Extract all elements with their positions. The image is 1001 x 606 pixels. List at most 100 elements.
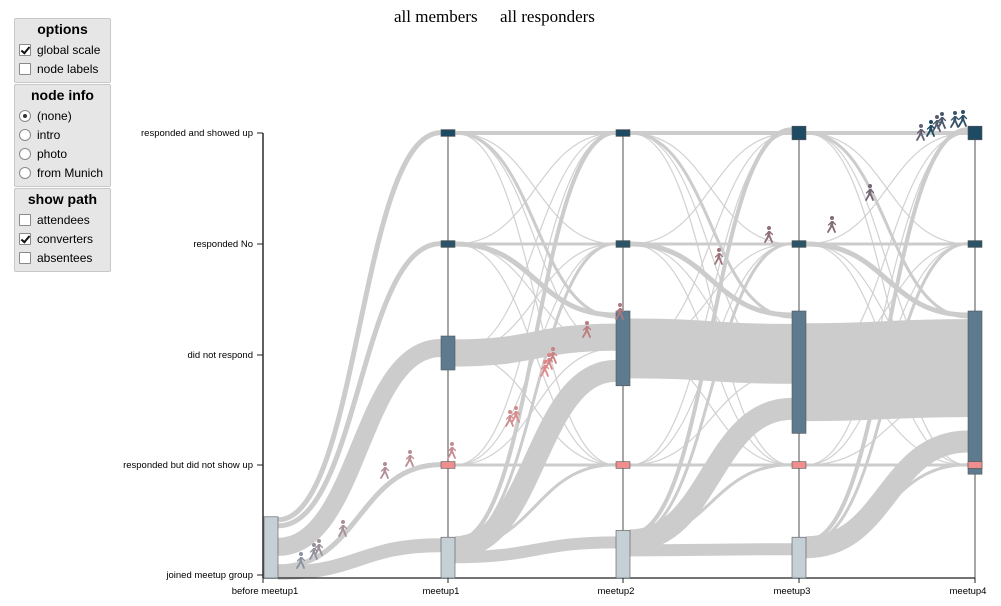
node-3-responded-but-did-not-show-up[interactable]	[791, 461, 807, 469]
options-panel: options global scale node labels	[14, 18, 111, 83]
walker-figure	[582, 321, 592, 338]
node-4-responded-and-showed-up[interactable]	[967, 125, 983, 141]
node-1-did-not-respond[interactable]	[440, 335, 456, 371]
stage-label-meetup4: meetup4	[950, 586, 987, 597]
stage-label-meetup3: meetup3	[774, 586, 811, 597]
walker-figure	[380, 462, 390, 479]
node-1-joined-meetup-group[interactable]	[440, 536, 456, 579]
state-label-joined-meetup-group: joined meetup group	[165, 570, 253, 581]
link-2-joined-meetup-group-to-3-joined-meetup-group	[629, 543, 793, 557]
nodes-layer	[263, 125, 983, 579]
link-1-responded-but-did-not-show-up-to-2-responded-and-showed-up	[454, 132, 617, 466]
all-responders-link[interactable]: all responders	[500, 7, 595, 26]
node-2-responded-no[interactable]	[615, 240, 631, 248]
node-info-munich-radio[interactable]	[19, 166, 31, 179]
node-4-responded-but-did-not-show-up[interactable]	[967, 461, 983, 469]
node-2-did-not-respond[interactable]	[615, 310, 631, 387]
walker-figure	[338, 520, 348, 537]
node-3-did-not-respond[interactable]	[791, 310, 807, 434]
node-0-joined-meetup-group[interactable]	[263, 516, 279, 579]
attendees-option[interactable]: attendees	[19, 210, 106, 229]
node-info-none-option[interactable]: (none)	[19, 106, 106, 125]
state-label-responded-no: responded No	[193, 239, 253, 250]
node-3-responded-and-showed-up[interactable]	[791, 125, 807, 141]
state-labels: responded and showed up responded No did n…	[123, 128, 263, 581]
link-0-joined-meetup-group-to-1-responded-but-did-not-show-up	[277, 462, 442, 570]
link-1-joined-meetup-group-to-2-responded-and-showed-up	[454, 130, 617, 544]
node-4-responded-no[interactable]	[967, 240, 983, 248]
node-info-none-radio[interactable]	[19, 109, 31, 122]
link-2-joined-meetup-group-to-3-did-not-respond	[629, 397, 793, 552]
link-1-joined-meetup-group-to-2-joined-meetup-group	[454, 536, 617, 564]
walker-figure	[937, 112, 947, 129]
state-label-did-not-respond: did not respond	[188, 350, 254, 361]
all-members-link[interactable]: all members	[394, 7, 478, 26]
link-1-responded-no-to-2-did-not-respond	[454, 241, 617, 318]
walker-figure	[296, 552, 306, 569]
global-scale-checkbox[interactable]	[19, 43, 31, 56]
node-2-joined-meetup-group[interactable]	[615, 530, 631, 579]
walker-figure	[447, 442, 457, 459]
absentees-checkbox[interactable]	[19, 251, 31, 264]
attendees-label: attendees	[37, 212, 90, 227]
link-0-joined-meetup-group-to-1-responded-no	[277, 241, 442, 529]
node-1-responded-and-showed-up[interactable]	[440, 129, 456, 137]
link-1-joined-meetup-group-to-2-did-not-respond	[453, 359, 618, 559]
node-labels-checkbox[interactable]	[19, 62, 31, 75]
state-label-responded-but-did-not-show-up: responded but did not show up	[123, 460, 253, 471]
link-3-joined-meetup-group-to-4-responded-but-did-not-show-up	[805, 463, 969, 549]
node-4-did-not-respond[interactable]	[967, 310, 983, 475]
node-info-intro-radio[interactable]	[19, 128, 31, 141]
stage-label-meetup2: meetup2	[598, 586, 635, 597]
node-info-munich-label: from Munich	[37, 165, 104, 180]
node-1-responded-but-did-not-show-up[interactable]	[440, 461, 456, 469]
link-3-joined-meetup-group-to-4-responded-and-showed-up	[805, 127, 969, 544]
link-3-joined-meetup-group-to-4-responded-no	[805, 242, 969, 545]
walker-figure	[865, 184, 875, 201]
link-0-joined-meetup-group-to-1-joined-meetup-group	[277, 538, 442, 580]
link-1-responded-and-showed-up-to-2-did-not-respond	[454, 131, 617, 319]
node-info-photo-label: photo	[37, 146, 68, 161]
link-2-joined-meetup-group-to-3-responded-and-showed-up	[629, 127, 793, 537]
links-layer	[277, 127, 969, 580]
node-labels-label: node labels	[37, 61, 99, 76]
attendees-checkbox[interactable]	[19, 213, 31, 226]
node-2-responded-but-did-not-show-up[interactable]	[615, 461, 631, 469]
walker-figure	[714, 248, 724, 265]
converters-option[interactable]: converters	[19, 229, 106, 248]
node-info-munich-option[interactable]: from Munich	[19, 163, 106, 182]
node-info-intro-option[interactable]: intro	[19, 125, 106, 144]
link-3-responded-no-to-4-did-not-respond	[805, 241, 969, 318]
node-3-joined-meetup-group[interactable]	[791, 536, 807, 579]
walker-figure	[615, 303, 625, 320]
node-3-responded-no[interactable]	[791, 240, 807, 248]
walker-figure	[548, 347, 558, 364]
link-1-responded-but-did-not-show-up-to-2-did-not-respond	[454, 347, 617, 466]
link-2-responded-and-showed-up-to-3-did-not-respond	[629, 131, 793, 319]
node-labels-option[interactable]: node labels	[19, 59, 106, 78]
stage-label-meetup1: meetup1	[423, 586, 460, 597]
walker-figure	[926, 120, 936, 137]
node-info-photo-option[interactable]: photo	[19, 144, 106, 163]
link-1-responded-no-to-2-responded-and-showed-up	[454, 132, 617, 245]
link-0-joined-meetup-group-to-1-responded-and-showed-up	[277, 130, 442, 523]
link-3-responded-and-showed-up-to-4-did-not-respond	[805, 131, 969, 319]
link-1-joined-meetup-group-to-2-responded-no	[454, 242, 617, 545]
node-info-intro-label: intro	[37, 127, 61, 142]
options-title: options	[37, 21, 88, 37]
link-2-joined-meetup-group-to-3-responded-no	[629, 242, 793, 538]
state-label-responded-and-showed-up: responded and showed up	[141, 128, 253, 139]
walker-figure	[958, 110, 968, 127]
walker-figure	[764, 226, 774, 243]
link-0-joined-meetup-group-to-1-did-not-respond	[277, 339, 442, 556]
global-scale-option[interactable]: global scale	[19, 40, 106, 59]
stage-labels: before meetup1 meetup1 meetup2 meetup3 meetu…	[232, 578, 987, 597]
node-info-title: node info	[31, 87, 94, 103]
absentees-option[interactable]: absentees	[19, 248, 106, 267]
converters-checkbox[interactable]	[19, 232, 31, 245]
converters-label: converters	[37, 231, 94, 246]
node-info-photo-radio[interactable]	[19, 147, 31, 160]
node-1-responded-no[interactable]	[440, 240, 456, 248]
node-2-responded-and-showed-up[interactable]	[615, 129, 631, 137]
